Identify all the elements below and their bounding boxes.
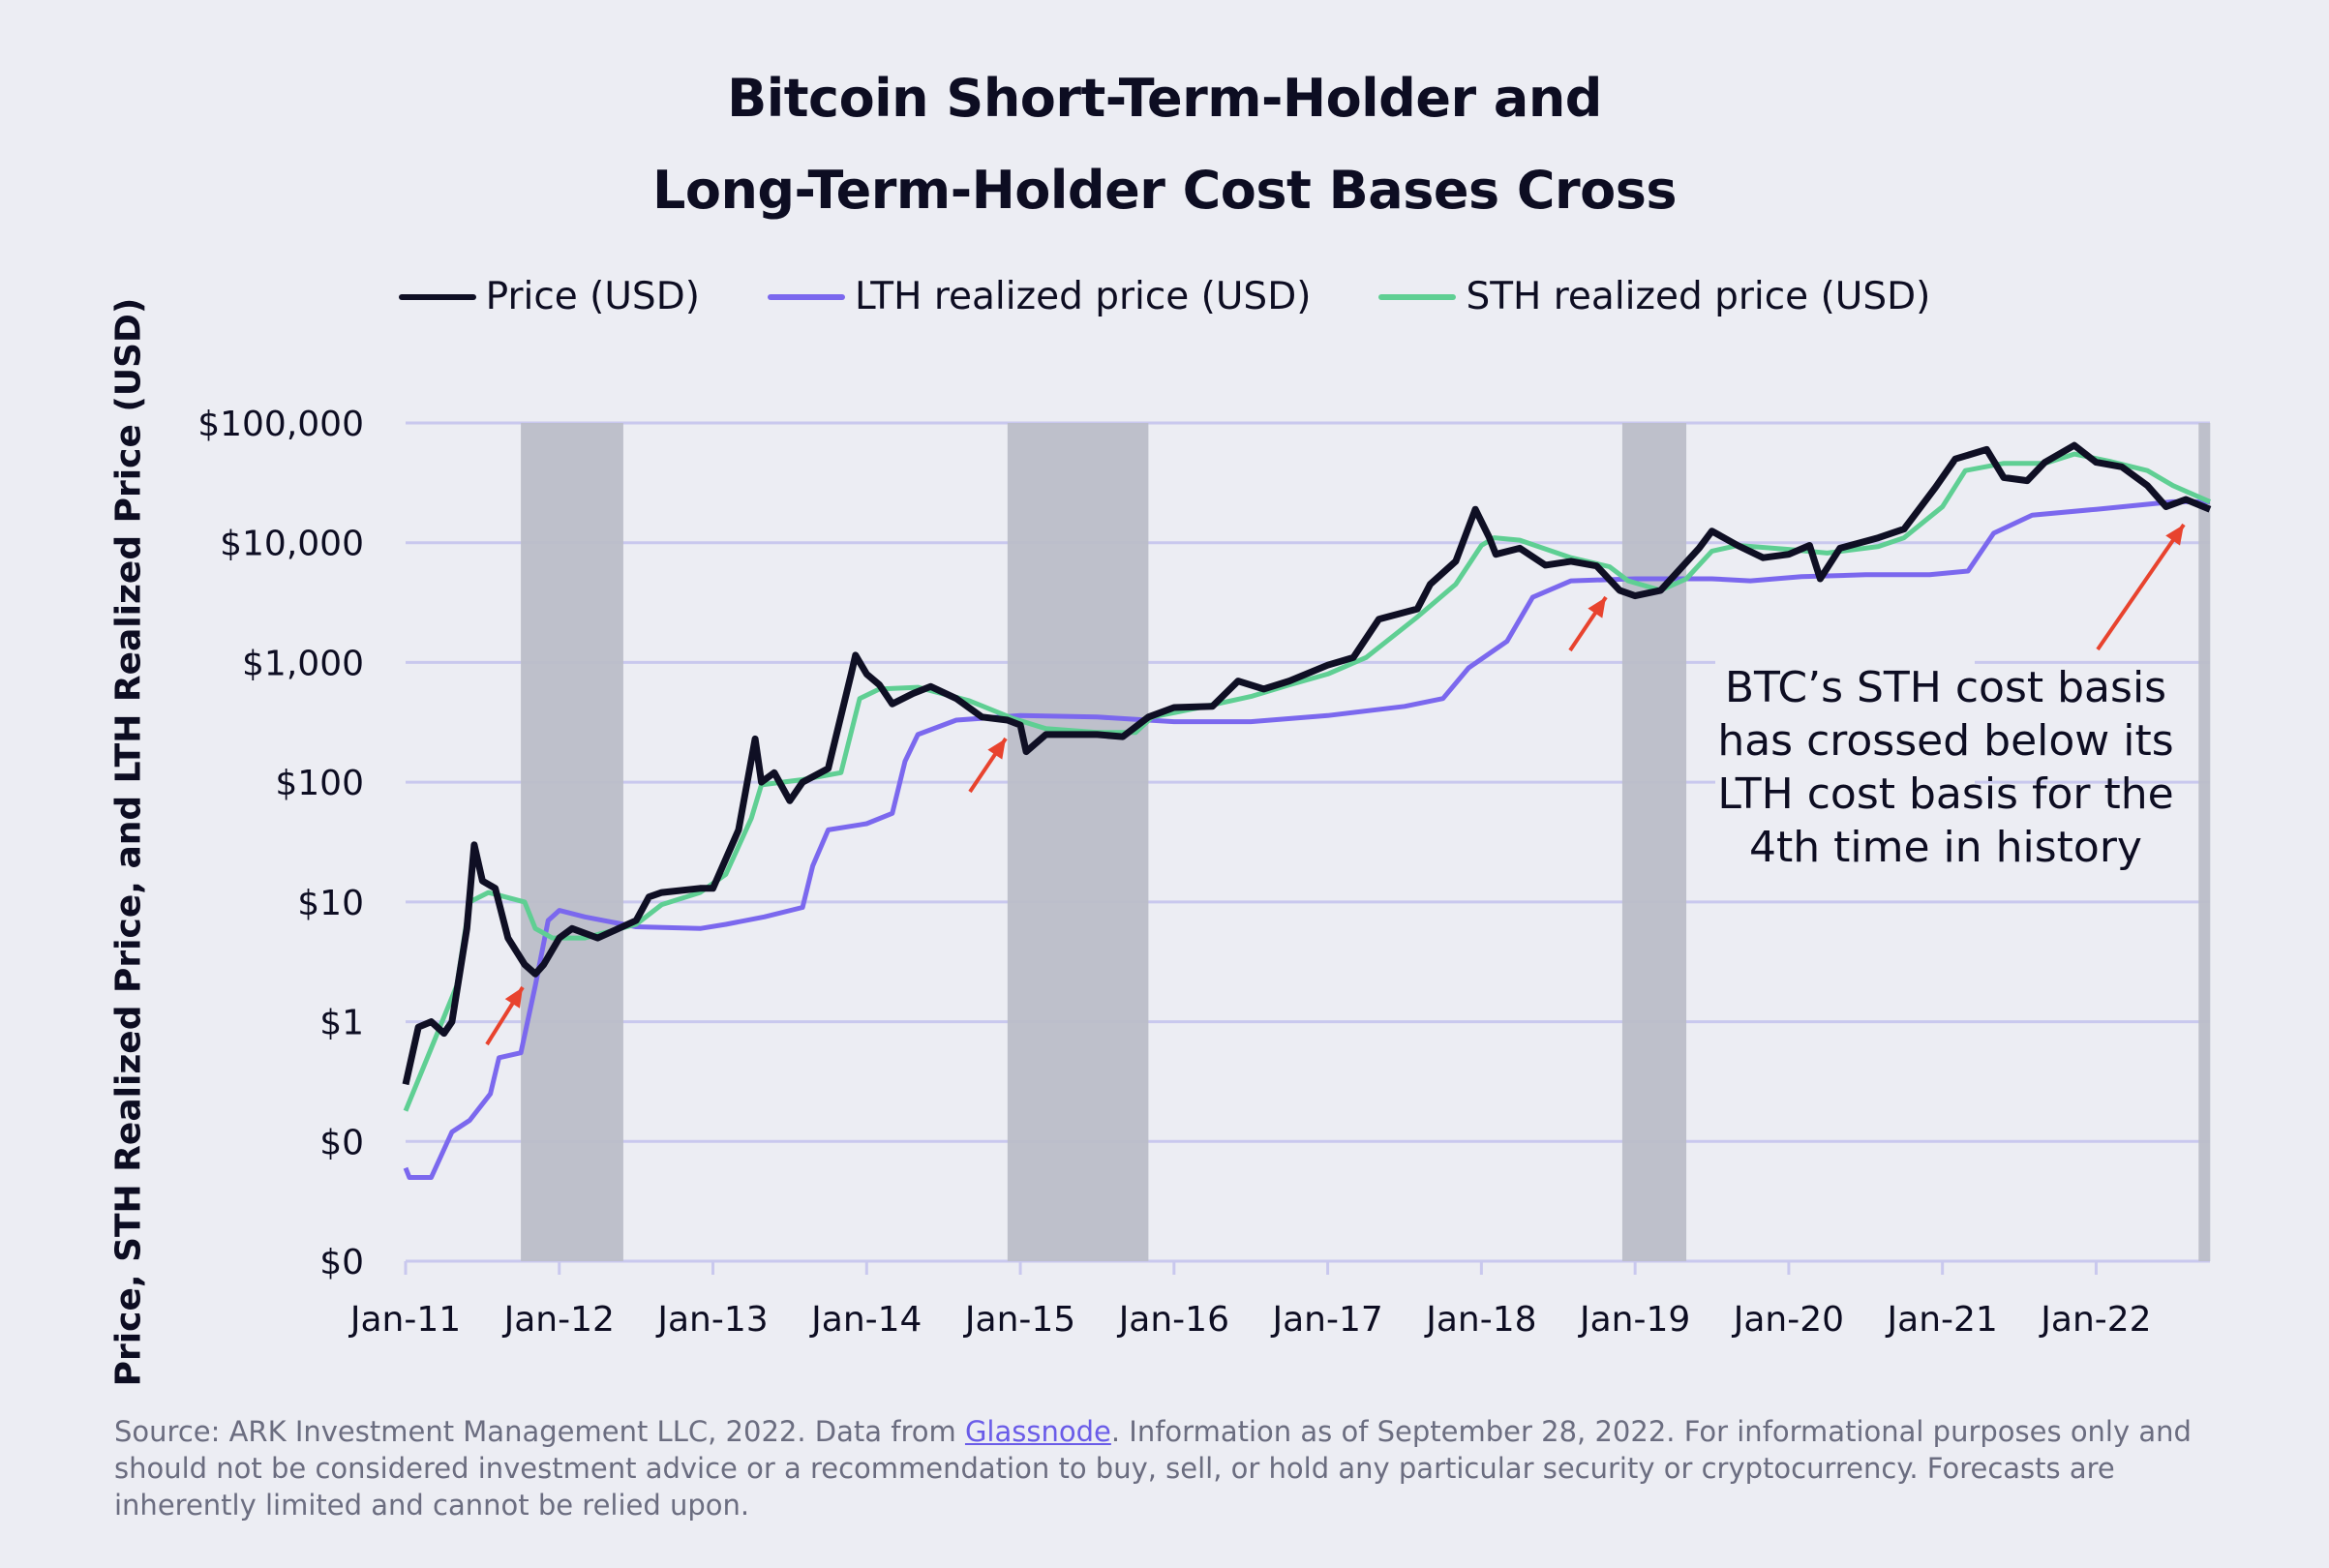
legend-item-price: Price (USD) <box>398 275 700 318</box>
x-tick-label: Jan-16 <box>1117 1300 1229 1340</box>
y-tick-label: $0 <box>319 1123 364 1162</box>
annotation-arrowhead <box>2165 525 2184 546</box>
footer-text-start: Source: ARK Investment Management LLC, 2… <box>114 1415 965 1448</box>
x-tick-label: Jan-13 <box>655 1300 768 1340</box>
legend-swatch-sth <box>1378 293 1457 300</box>
legend: Price (USD) LTH realized price (USD) STH… <box>0 275 2329 318</box>
legend-label-price: Price (USD) <box>485 275 700 318</box>
y-tick-label: $100 <box>275 764 364 803</box>
y-tick-label: $10 <box>297 884 364 923</box>
chart-title-line-1: Bitcoin Short-Term-Holder and <box>727 68 1602 129</box>
y-tick-label: $1,000 <box>242 644 364 683</box>
x-tick-label: Jan-12 <box>502 1300 615 1340</box>
footer-text-end: . Information as of September 28, 2022. … <box>114 1415 2192 1522</box>
legend-item-sth: STH realized price (USD) <box>1378 275 1930 318</box>
shaded-period <box>1621 423 1687 1261</box>
x-tick-label: Jan-14 <box>809 1300 922 1340</box>
annotation-text-line: LTH cost basis for the <box>1717 769 2173 819</box>
x-tick-label: Jan-17 <box>1270 1300 1382 1340</box>
y-tick-label: $10,000 <box>220 525 364 564</box>
glassnode-link[interactable]: Glassnode <box>964 1415 1111 1448</box>
annotation-arrowhead <box>1588 597 1606 618</box>
legend-swatch-price <box>398 293 476 300</box>
legend-item-lth: LTH realized price (USD) <box>767 275 1312 318</box>
annotation-text-line: has crossed below its <box>1717 716 2173 766</box>
annotation-arrow <box>2096 523 2186 651</box>
legend-label-lth: LTH realized price (USD) <box>854 275 1312 318</box>
legend-swatch-lth <box>767 293 845 300</box>
shaded-period <box>1007 423 1149 1261</box>
legend-label-sth: STH realized price (USD) <box>1466 275 1931 318</box>
y-tick-label: $0 <box>319 1243 364 1282</box>
shaded-period <box>521 423 623 1261</box>
series-line-price <box>402 441 2212 1086</box>
x-tick-label: Jan-15 <box>963 1300 1075 1340</box>
y-tick-label: $100,000 <box>197 405 364 444</box>
shaded-period <box>2198 423 2211 1261</box>
annotation-background <box>1715 639 1975 881</box>
x-tick-label: Jan-18 <box>1424 1300 1536 1340</box>
x-tick-label: Jan-19 <box>1578 1300 1690 1340</box>
x-tick-label: Jan-22 <box>2039 1300 2151 1340</box>
annotation-arrowhead <box>987 739 1006 760</box>
x-tick-label: Jan-20 <box>1732 1300 1844 1340</box>
annotation-text-line: BTC’s STH cost basis <box>1725 663 2166 712</box>
y-tick-label: $1 <box>319 1004 364 1043</box>
plot-area: $100,000 $10,000 $1,000 $100 $10 $1 $0 $0 Jan-11… <box>197 405 2212 1340</box>
x-tick-label: Jan-21 <box>1886 1300 1998 1340</box>
annotation-text-line: 4th time in history <box>1749 823 2142 872</box>
source-footer: Source: ARK Investment Management LLC, 2… <box>114 1413 2195 1523</box>
chart-title-line-2: Long-Term-Holder Cost Bases Cross <box>651 160 1678 221</box>
x-tick-label: Jan-11 <box>348 1300 461 1340</box>
annotation-arrowhead <box>504 987 523 1009</box>
